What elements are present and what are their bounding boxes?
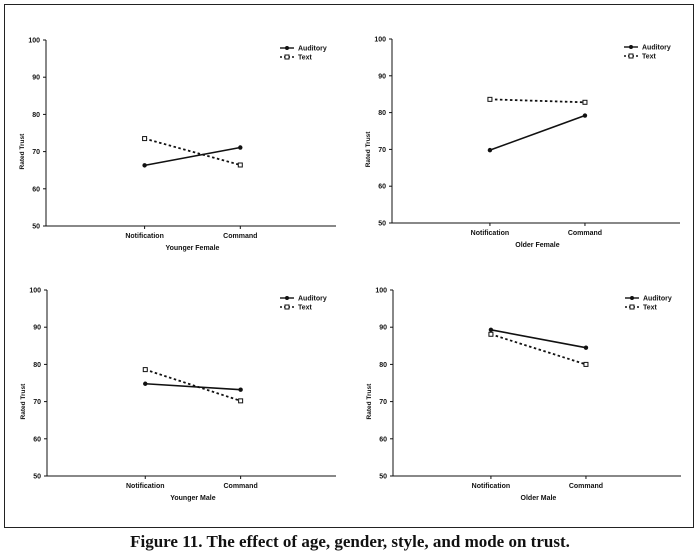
series-line-text	[144, 368, 241, 402]
series-line-text	[490, 333, 587, 366]
data-point-auditory	[583, 345, 589, 350]
y-axis-title: Rated Trust	[365, 131, 372, 168]
y-tick-label: 80	[378, 110, 386, 117]
figure-caption: Figure 11. The effect of age, gender, st…	[130, 532, 570, 551]
data-point-text	[237, 162, 243, 168]
series-line-auditory	[144, 146, 241, 167]
data-point-auditory	[488, 327, 494, 333]
y-tick-label: 50	[378, 221, 386, 228]
legend: Auditory Text	[624, 41, 678, 61]
legend-label-text: Text	[642, 54, 657, 61]
x-axis-title: Older Female	[515, 242, 559, 249]
legend-marker	[284, 304, 290, 310]
legend: Auditory Text	[280, 292, 334, 312]
y-tick-label: 50	[33, 474, 41, 481]
y-tick-label: 70	[32, 149, 40, 156]
series-line-auditory	[490, 329, 587, 349]
chart-panel-1: 50 60 70 80 90 100 Notification Command Younger …	[19, 38, 336, 252]
legend-marker	[285, 46, 289, 50]
chart-grid: 50 60 70 80 90 100 Notification Command Younger …	[19, 37, 681, 502]
y-tick-label: 90	[32, 75, 40, 82]
legend-marker	[629, 304, 635, 310]
data-point-text	[582, 99, 588, 105]
y-tick-label: 60	[378, 184, 386, 191]
data-point-auditory	[487, 147, 493, 153]
chart-panel-3: 50 60 70 80 90 100 Notification Command Younger …	[20, 288, 336, 502]
y-tick-label: 100	[28, 38, 40, 45]
data-point-auditory	[238, 145, 243, 150]
legend-marker	[285, 296, 289, 300]
series-line-text	[144, 137, 241, 166]
data-point-text	[487, 96, 493, 102]
x-axis-title: Younger Female	[165, 245, 219, 252]
y-tick-label: 90	[379, 325, 387, 332]
y-tick-label: 70	[378, 147, 386, 154]
x-axis-title: Older Male	[521, 495, 557, 502]
y-tick-label: 90	[378, 73, 386, 80]
y-tick-label: 100	[29, 288, 41, 295]
x-tick-label: Command	[223, 233, 257, 240]
legend: Auditory Text	[625, 292, 679, 312]
data-point-text	[488, 331, 494, 337]
data-point-text	[583, 361, 589, 367]
x-tick-label: Command	[568, 230, 602, 237]
x-tick-label: Notification	[126, 483, 165, 490]
legend: Auditory Text	[280, 42, 334, 62]
x-tick-label: Command	[569, 483, 603, 490]
legend-label-text: Text	[298, 305, 313, 312]
series-line-auditory	[145, 382, 241, 391]
x-tick-label: Notification	[471, 230, 510, 237]
series-line-auditory	[489, 114, 586, 151]
y-tick-label: 80	[32, 112, 40, 119]
y-tick-label: 60	[33, 436, 41, 443]
y-tick-label: 80	[33, 362, 41, 369]
y-tick-label: 60	[32, 186, 40, 193]
legend-label-text: Text	[298, 55, 313, 62]
series-line-text	[489, 98, 585, 104]
data-point-auditory	[142, 163, 147, 168]
y-tick-label: 100	[374, 37, 386, 44]
data-point-auditory	[238, 387, 243, 392]
data-point-auditory	[143, 381, 148, 386]
legend-marker	[630, 296, 634, 300]
figure-frame	[4, 4, 694, 528]
y-tick-label: 50	[32, 224, 40, 231]
x-axis-title: Younger Male	[170, 495, 215, 502]
y-tick-label: 50	[379, 474, 387, 481]
legend-marker	[628, 53, 634, 59]
data-point-text	[142, 136, 148, 142]
chart-panel-4: 50 60 70 80 90 100 Notification Command Older Ma…	[366, 288, 681, 502]
x-tick-label: Notification	[472, 483, 511, 490]
y-tick-label: 70	[33, 399, 41, 406]
y-tick-label: 90	[33, 325, 41, 332]
y-tick-label: 70	[379, 399, 387, 406]
data-point-text	[238, 398, 244, 404]
y-tick-label: 60	[379, 436, 387, 443]
y-axis-title: Rated Trust	[19, 133, 26, 170]
data-point-text	[142, 367, 148, 373]
y-tick-label: 80	[379, 362, 387, 369]
y-tick-label: 100	[375, 288, 387, 295]
legend-label-auditory: Auditory	[643, 296, 672, 303]
data-point-auditory	[582, 113, 588, 118]
legend-marker	[629, 45, 633, 49]
chart-panel-2: 50 60 70 80 90 100 Notification Command Older Fe…	[365, 37, 680, 249]
legend-marker	[284, 54, 290, 60]
legend-label-auditory: Auditory	[298, 46, 327, 53]
y-axis-title: Rated Trust	[366, 383, 373, 420]
y-axis-title: Rated Trust	[20, 383, 27, 420]
legend-label-auditory: Auditory	[298, 296, 327, 303]
x-tick-label: Command	[224, 483, 258, 490]
legend-label-text: Text	[643, 305, 658, 312]
legend-label-auditory: Auditory	[642, 45, 671, 52]
x-tick-label: Notification	[125, 233, 164, 240]
